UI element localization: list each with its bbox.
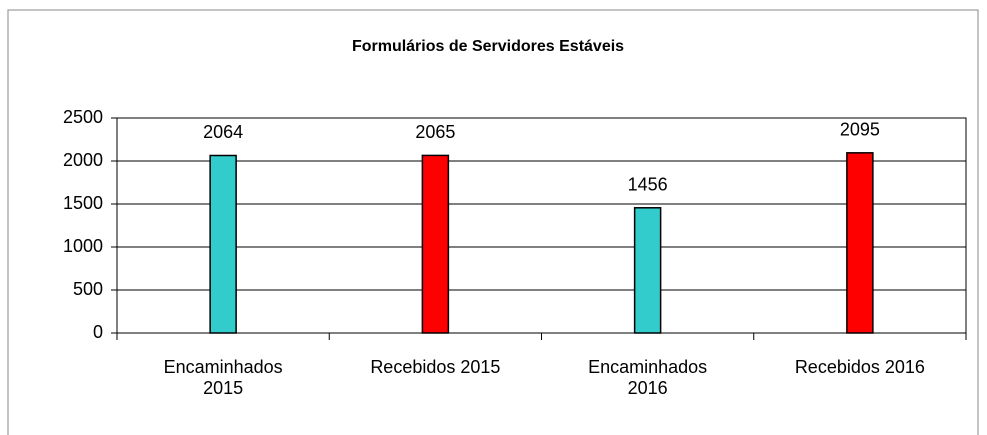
bar	[846, 152, 874, 334]
y-tick-label: 1500	[63, 193, 103, 213]
y-tick-label: 0	[93, 322, 103, 342]
y-tick-label: 500	[73, 279, 103, 299]
y-tick-label: 2000	[63, 150, 103, 170]
chart-frame	[7, 9, 979, 435]
x-tick-label: Recebidos 2016	[794, 357, 925, 377]
y-tick-label: 2500	[63, 107, 103, 127]
bar	[209, 154, 237, 334]
value-label: 2064	[203, 122, 243, 142]
value-label: 1456	[628, 175, 668, 195]
x-tick-label: Recebidos 2015	[370, 357, 501, 377]
x-tick-label: Encaminhados 2016	[588, 357, 708, 398]
y-tick-label: 1000	[63, 236, 103, 256]
value-label: 2065	[415, 122, 455, 142]
x-tick-label: Encaminhados 2015	[163, 357, 283, 398]
bar	[421, 154, 450, 334]
bar	[633, 207, 662, 334]
chart-title: Formulários de Servidores Estáveis	[352, 38, 624, 55]
value-label: 2095	[840, 120, 880, 140]
